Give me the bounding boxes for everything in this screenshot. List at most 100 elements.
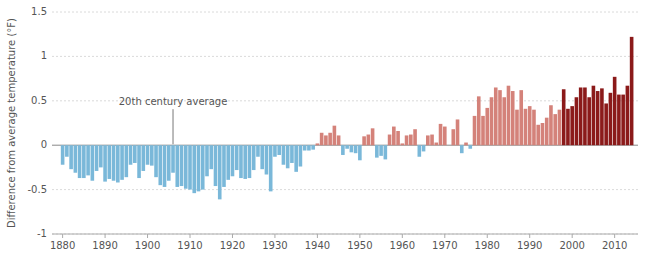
bar bbox=[617, 95, 621, 146]
y-axis-label: Difference from average temperature (°F) bbox=[6, 18, 17, 228]
bar bbox=[333, 126, 337, 146]
bar bbox=[350, 145, 354, 152]
x-tick-label: 1970 bbox=[432, 240, 457, 251]
bar bbox=[277, 145, 281, 155]
bar bbox=[269, 145, 273, 191]
bar bbox=[218, 145, 222, 199]
bar bbox=[337, 135, 341, 145]
bar bbox=[528, 106, 532, 145]
bar bbox=[401, 143, 405, 145]
bar bbox=[541, 123, 545, 145]
bar bbox=[596, 91, 600, 145]
x-tick bbox=[147, 234, 148, 238]
bar bbox=[74, 145, 78, 173]
bars bbox=[61, 37, 634, 200]
bar bbox=[205, 145, 209, 176]
bar bbox=[256, 145, 260, 157]
bar bbox=[481, 116, 485, 145]
annotation-line bbox=[173, 109, 174, 144]
bar bbox=[290, 145, 294, 163]
bar bbox=[345, 145, 349, 149]
grid-line bbox=[52, 56, 638, 57]
bar bbox=[141, 145, 145, 171]
bar bbox=[150, 145, 154, 165]
bar bbox=[197, 145, 201, 191]
x-tick bbox=[487, 234, 488, 238]
bar bbox=[379, 145, 383, 156]
bar bbox=[167, 145, 171, 181]
bar bbox=[307, 145, 311, 150]
bar bbox=[485, 108, 489, 145]
bar bbox=[248, 145, 252, 178]
bar bbox=[226, 145, 230, 180]
bar bbox=[630, 37, 634, 145]
bar bbox=[494, 87, 498, 145]
bar bbox=[375, 145, 379, 157]
bar bbox=[252, 145, 256, 170]
bar bbox=[362, 136, 366, 145]
bar bbox=[175, 145, 179, 187]
bar bbox=[129, 145, 133, 165]
bar bbox=[286, 145, 290, 168]
x-tick bbox=[232, 234, 233, 238]
x-tick bbox=[529, 234, 530, 238]
bar bbox=[180, 145, 184, 186]
bar bbox=[316, 143, 320, 145]
bar bbox=[511, 91, 515, 145]
bar bbox=[367, 135, 371, 146]
bar bbox=[91, 145, 95, 181]
bar bbox=[371, 128, 375, 145]
bar bbox=[324, 135, 328, 145]
bar bbox=[430, 135, 434, 146]
bar bbox=[86, 145, 90, 175]
bar bbox=[626, 86, 630, 145]
bar bbox=[209, 145, 213, 169]
bar bbox=[396, 131, 400, 145]
bar bbox=[112, 145, 116, 181]
bar bbox=[558, 110, 562, 146]
bar bbox=[575, 97, 579, 145]
x-tick-label: 1880 bbox=[50, 240, 75, 251]
x-tick-label: 1900 bbox=[135, 240, 160, 251]
x-tick-label: 1950 bbox=[347, 240, 372, 251]
bar bbox=[125, 145, 129, 177]
bar bbox=[120, 145, 124, 180]
bar bbox=[260, 145, 264, 169]
x-tick-label: 1910 bbox=[177, 240, 202, 251]
bar bbox=[418, 145, 422, 157]
bar bbox=[570, 106, 574, 145]
bar bbox=[553, 114, 557, 145]
grid-line bbox=[52, 12, 638, 13]
bar bbox=[443, 127, 447, 146]
x-tick bbox=[190, 234, 191, 238]
bar bbox=[507, 86, 511, 145]
bar bbox=[587, 97, 591, 145]
bar bbox=[78, 145, 82, 178]
chart: -1-0.500.511.518801890190019101920193019… bbox=[0, 0, 650, 260]
bar bbox=[171, 145, 175, 173]
bar bbox=[265, 145, 269, 174]
x-tick bbox=[359, 234, 360, 238]
x-tick bbox=[274, 234, 275, 238]
bar bbox=[188, 145, 192, 189]
bar bbox=[515, 110, 519, 146]
y-tick-label: 1.5 bbox=[31, 6, 47, 17]
bar bbox=[294, 145, 298, 172]
bar bbox=[460, 145, 464, 153]
bar bbox=[562, 89, 566, 145]
bar bbox=[490, 97, 494, 145]
bar bbox=[439, 124, 443, 145]
x-tick-label: 1960 bbox=[390, 240, 415, 251]
bar bbox=[549, 105, 553, 145]
x-tick bbox=[614, 234, 615, 238]
bar bbox=[192, 145, 196, 193]
x-tick bbox=[317, 234, 318, 238]
y-tick-label: -1 bbox=[37, 228, 47, 239]
bar bbox=[95, 145, 99, 171]
y-tick-label: 1 bbox=[41, 50, 47, 61]
bar bbox=[61, 145, 65, 165]
bar bbox=[303, 145, 307, 150]
bar bbox=[163, 145, 167, 187]
bar bbox=[477, 96, 481, 145]
bar bbox=[158, 145, 162, 185]
